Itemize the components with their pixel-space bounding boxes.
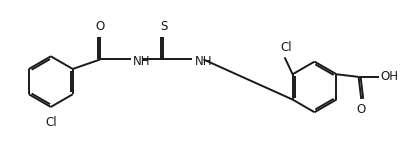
Text: OH: OH	[381, 70, 399, 83]
Text: Cl: Cl	[280, 41, 292, 54]
Text: NH: NH	[133, 55, 150, 68]
Text: O: O	[95, 20, 105, 33]
Text: S: S	[160, 20, 167, 33]
Text: O: O	[357, 103, 366, 116]
Text: NH: NH	[195, 55, 212, 68]
Text: Cl: Cl	[45, 116, 57, 129]
